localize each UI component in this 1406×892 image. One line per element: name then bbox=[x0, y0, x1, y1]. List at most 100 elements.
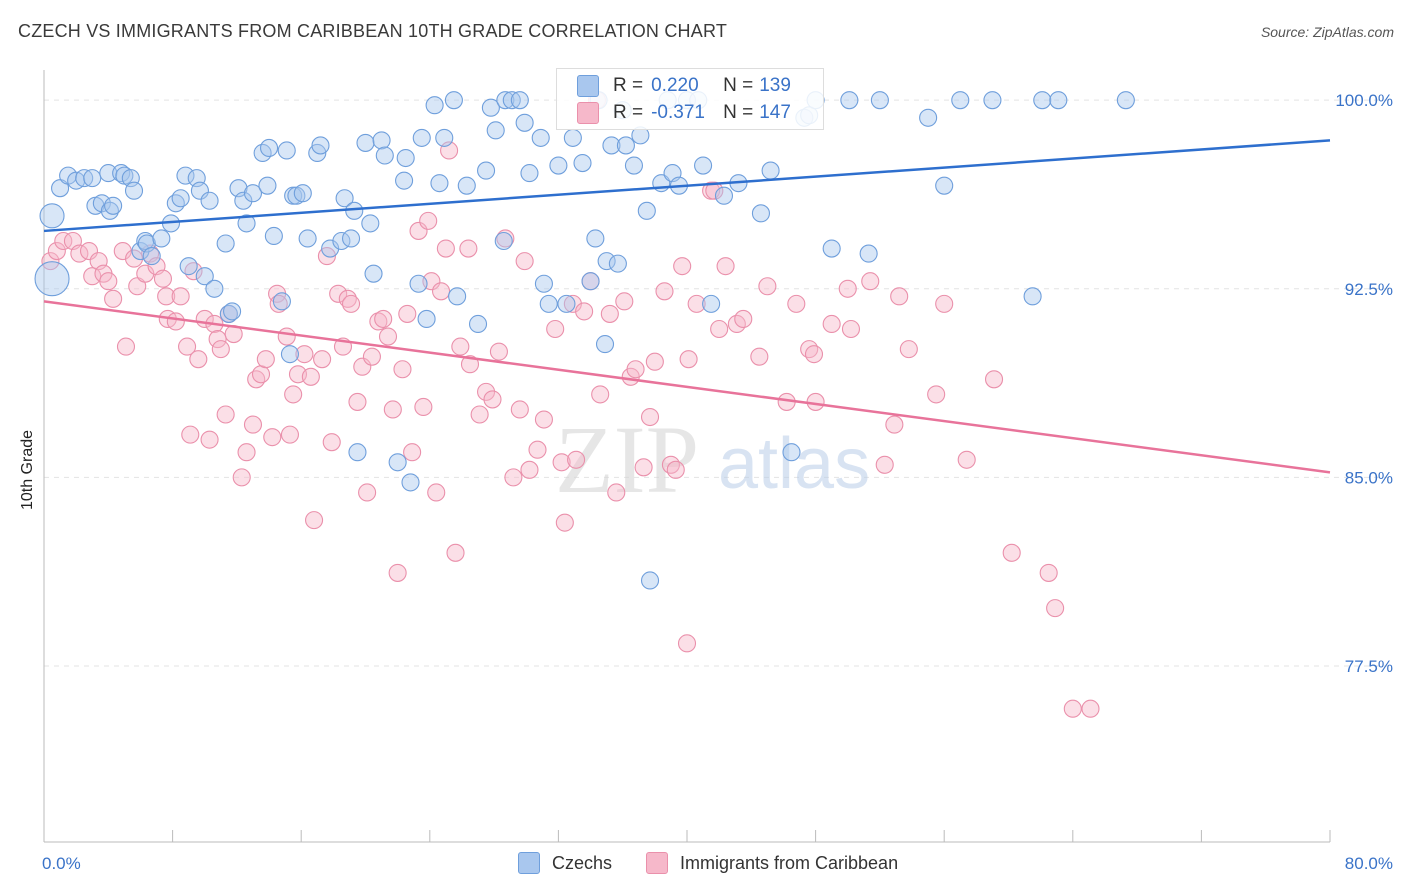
czechs-point bbox=[234, 191, 253, 210]
czechs-point bbox=[477, 161, 496, 180]
czechs-point bbox=[1116, 91, 1135, 110]
czechs-point bbox=[237, 214, 256, 233]
caribbean-point bbox=[800, 340, 819, 359]
caribbean-point bbox=[875, 455, 894, 474]
caribbean-point bbox=[451, 337, 470, 356]
n-value: 147 bbox=[759, 102, 791, 123]
stats-row-caribbean: R = -0.371 N = 147 bbox=[577, 101, 791, 125]
caribbean-point bbox=[734, 309, 753, 329]
czechs-point bbox=[176, 166, 195, 185]
caribbean-point bbox=[673, 257, 692, 276]
legend-item-czechs[interactable]: Czechs bbox=[518, 852, 612, 874]
caribbean-point bbox=[166, 312, 185, 331]
caribbean-point bbox=[822, 314, 841, 334]
caribbean-point bbox=[301, 367, 320, 386]
czechs-point bbox=[264, 226, 283, 246]
caribbean-point bbox=[661, 455, 680, 474]
caribbean-point bbox=[626, 360, 645, 379]
caribbean-point bbox=[178, 337, 197, 356]
caribbean-point bbox=[470, 405, 489, 424]
caribbean-point bbox=[927, 385, 946, 404]
caribbean-point bbox=[483, 390, 502, 409]
caribbean-point bbox=[634, 458, 653, 477]
caribbean-point bbox=[838, 279, 857, 298]
caribbean-point bbox=[54, 231, 73, 251]
series-czechs-points bbox=[34, 91, 1135, 590]
axes bbox=[43, 70, 1331, 843]
caribbean-point bbox=[409, 221, 428, 240]
caribbean-point bbox=[398, 304, 417, 323]
caribbean-point bbox=[341, 294, 361, 313]
czechs-point bbox=[375, 146, 394, 165]
legend-label-caribbean: Immigrants from Caribbean bbox=[680, 852, 899, 873]
caribbean-point bbox=[208, 330, 227, 349]
caribbean-point bbox=[489, 342, 508, 361]
stats-row-czechs: R = 0.220 N = 139 bbox=[577, 74, 791, 98]
caribbean-point bbox=[329, 284, 348, 303]
caribbean-point bbox=[269, 294, 288, 313]
czechs-point bbox=[388, 453, 407, 472]
x-tick-label: 0.0% bbox=[42, 854, 81, 873]
caribbean-point bbox=[1063, 699, 1082, 718]
caribbean-point bbox=[841, 319, 861, 339]
caribbean-point bbox=[459, 239, 478, 258]
czechs-point bbox=[624, 156, 644, 175]
caribbean-point bbox=[984, 370, 1004, 389]
watermark-zip: ZIP bbox=[555, 406, 699, 513]
caribbean-point bbox=[263, 428, 282, 447]
caribbean-point bbox=[157, 287, 176, 306]
n-value: 139 bbox=[759, 75, 791, 96]
czechs-point bbox=[200, 191, 219, 210]
caribbean-point bbox=[460, 355, 480, 374]
czechs-point bbox=[311, 136, 330, 155]
caribbean-point bbox=[528, 440, 547, 459]
caribbean-point bbox=[552, 453, 571, 472]
caribbean-point bbox=[1039, 563, 1058, 582]
czechs-point bbox=[951, 91, 970, 110]
czechs-point bbox=[83, 169, 102, 188]
caribbean-point bbox=[861, 272, 880, 291]
czechs-point bbox=[39, 203, 65, 229]
caribbean-point bbox=[216, 405, 235, 424]
caribbean-point bbox=[243, 415, 263, 434]
czechs-point bbox=[444, 91, 463, 110]
czechs-point bbox=[557, 294, 576, 313]
czechs-swatch bbox=[577, 75, 599, 97]
czechs-point bbox=[335, 189, 354, 208]
r-label: R = bbox=[613, 75, 644, 96]
czechs-point bbox=[468, 314, 488, 334]
czechs-point bbox=[152, 229, 171, 248]
caribbean-point bbox=[758, 277, 777, 296]
czechs-point bbox=[782, 443, 801, 462]
stats-legend: R = 0.220 N = 139 R = -0.371 N = 147 bbox=[556, 68, 824, 130]
caribbean-point bbox=[184, 262, 203, 281]
caribbean-point bbox=[591, 385, 610, 404]
caribbean-point bbox=[83, 267, 102, 286]
y-tick-label: 85.0% bbox=[1345, 468, 1393, 487]
czechs-point bbox=[259, 138, 279, 158]
y-tick-label: 92.5% bbox=[1345, 280, 1393, 299]
caribbean-point bbox=[256, 350, 275, 369]
caribbean-point bbox=[546, 319, 565, 339]
czechs-point bbox=[859, 244, 878, 263]
czechs-point bbox=[298, 229, 317, 248]
czechs-point bbox=[640, 571, 660, 590]
caribbean-point bbox=[247, 370, 266, 389]
czechs-point bbox=[435, 128, 454, 147]
caribbean-point bbox=[504, 468, 523, 487]
y-tick-label: 100.0% bbox=[1335, 91, 1393, 110]
caribbean-point bbox=[515, 252, 534, 271]
czechs-point bbox=[179, 257, 198, 276]
czechs-point bbox=[637, 201, 656, 220]
czechs-point bbox=[702, 294, 721, 313]
legend-item-caribbean[interactable]: Immigrants from Caribbean bbox=[646, 852, 898, 874]
grid-lines bbox=[44, 99, 1392, 667]
caribbean-point bbox=[885, 415, 904, 434]
czechs-point bbox=[581, 272, 600, 291]
x-tick-label: 80.0% bbox=[1345, 854, 1393, 873]
caribbean-point bbox=[677, 634, 697, 653]
czechs-point bbox=[124, 181, 144, 200]
caribbean-point bbox=[1002, 543, 1021, 562]
czechs-point bbox=[166, 194, 185, 213]
legend-label-czechs: Czechs bbox=[552, 852, 613, 873]
